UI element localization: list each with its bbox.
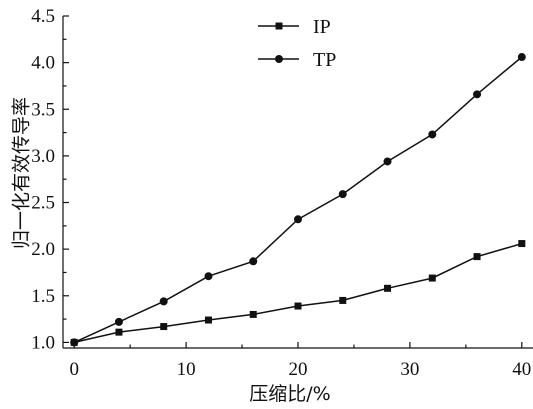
- series-tp-point: [204, 272, 213, 281]
- series-ip-point: [294, 302, 302, 310]
- series-tp-point: [114, 317, 123, 326]
- x-tick-label: 30: [400, 359, 419, 380]
- y-tick-label: 3.0: [31, 146, 55, 167]
- series-group: [70, 53, 526, 347]
- series-tp-point: [473, 90, 482, 99]
- series-ip-point: [160, 323, 168, 331]
- y-tick-label: 4.0: [31, 53, 55, 74]
- y-axis-label: 归一化有效传导率: [11, 97, 33, 249]
- y-tick-label: 1.5: [31, 286, 55, 307]
- series-tp-line: [73, 56, 523, 344]
- y-tick-label: 2.0: [31, 239, 55, 260]
- x-tick-label: 0: [69, 359, 79, 380]
- x-tick-label: 20: [289, 359, 308, 380]
- x-tick-label: 40: [512, 359, 531, 380]
- series-ip-point: [428, 274, 436, 282]
- y-tick-label: 2.5: [31, 193, 55, 214]
- series-ip-point: [473, 253, 481, 261]
- series-tp-point: [159, 297, 168, 306]
- series-ip-point: [339, 296, 347, 304]
- series-ip-point: [115, 328, 123, 336]
- series-ip-point: [384, 284, 392, 292]
- legend: IP TP: [258, 16, 336, 71]
- legend-label: IP: [313, 16, 331, 38]
- series-tp-point: [383, 157, 392, 166]
- series-tp-point: [70, 338, 79, 347]
- legend-marker: [275, 55, 283, 63]
- legend-entry-ip: IP: [258, 16, 331, 38]
- series-tp: [70, 53, 526, 347]
- series-tp-point: [428, 130, 437, 139]
- series-tp-point: [294, 215, 302, 224]
- legend-entry-tp: TP: [258, 49, 336, 71]
- y-tick-label: 1.0: [31, 332, 55, 353]
- legend-label: TP: [313, 49, 336, 71]
- series-ip-point: [204, 316, 212, 324]
- y-tick-label: 3.5: [31, 99, 55, 120]
- axes: 1.0 1.5 2.0 2.5 3.0 3.5 4.0 4.5 0 10 20 30 40: [31, 6, 533, 380]
- series-tp-point: [517, 53, 526, 62]
- series-ip-point: [249, 310, 257, 318]
- x-tick-label: 10: [177, 359, 196, 380]
- series-tp-point: [249, 257, 258, 266]
- series-ip-line: [74, 242, 523, 344]
- series-tp-point: [338, 190, 347, 199]
- legend-marker: [275, 22, 283, 30]
- y-tick-label: 4.5: [31, 6, 55, 27]
- series-ip-point: [518, 240, 526, 248]
- series-ip: [70, 240, 526, 346]
- x-axis-label: 压缩比/%: [249, 383, 330, 405]
